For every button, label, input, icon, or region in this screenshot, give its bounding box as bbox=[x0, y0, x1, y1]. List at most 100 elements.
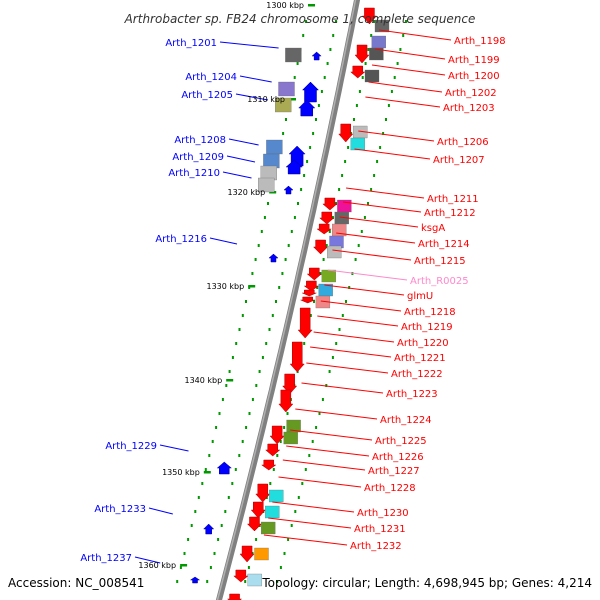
reverse-gene-label: Arth_1216 bbox=[155, 234, 207, 245]
leader-line bbox=[324, 284, 405, 296]
track-dot bbox=[293, 216, 296, 219]
track-dot bbox=[361, 76, 364, 79]
track-dot bbox=[187, 538, 190, 541]
track-dot bbox=[316, 286, 319, 289]
track-dot bbox=[206, 580, 209, 583]
track-dot bbox=[315, 118, 317, 121]
track-dot bbox=[331, 216, 334, 219]
leader-line bbox=[226, 155, 256, 163]
track-dot bbox=[269, 482, 272, 485]
leader-line bbox=[278, 476, 362, 488]
track-dot bbox=[345, 300, 347, 303]
track-dot bbox=[309, 146, 312, 149]
forward-gene-label: Arth_1220 bbox=[397, 338, 449, 349]
track-dot bbox=[344, 160, 347, 163]
leader-line bbox=[379, 29, 452, 41]
track-dot bbox=[373, 174, 376, 177]
track-dot bbox=[320, 90, 323, 93]
forward-gene-arrow bbox=[350, 65, 366, 79]
gene-function-block bbox=[369, 47, 384, 61]
track-dot bbox=[328, 230, 331, 233]
leader-line bbox=[310, 346, 392, 358]
forward-gene-arrow bbox=[312, 239, 329, 255]
track-dot bbox=[296, 62, 299, 65]
track-dot bbox=[364, 62, 367, 65]
forward-gene-label: Arth_1232 bbox=[350, 541, 402, 552]
reverse-gene-arrow bbox=[203, 523, 215, 535]
track-dot bbox=[287, 244, 290, 247]
track-dot bbox=[268, 328, 271, 331]
forward-gene-label: Arth_1215 bbox=[414, 256, 466, 267]
forward-gene-arrow bbox=[250, 501, 266, 519]
track-dot bbox=[251, 398, 254, 401]
track-dot bbox=[245, 426, 248, 429]
track-dot bbox=[290, 524, 293, 527]
gene-function-block bbox=[371, 35, 386, 49]
track-dot bbox=[263, 216, 266, 219]
track-dot bbox=[341, 314, 344, 317]
track-dot bbox=[297, 496, 300, 499]
track-dot bbox=[234, 468, 237, 471]
reverse-gene-label: Arth_1208 bbox=[174, 135, 226, 146]
forward-gene-label: Arth_1225 bbox=[375, 436, 427, 447]
gene-function-block bbox=[247, 573, 262, 587]
gene-function-block bbox=[283, 431, 298, 445]
track-dot bbox=[238, 454, 241, 457]
forward-gene-label: Arth_1206 bbox=[437, 137, 489, 148]
forward-gene-label: Arth_1230 bbox=[357, 508, 409, 519]
track-dot bbox=[348, 286, 351, 289]
track-dot bbox=[350, 132, 353, 135]
track-dot bbox=[224, 510, 227, 513]
track-dot bbox=[285, 118, 287, 121]
forward-gene-arrow bbox=[282, 373, 298, 395]
track-dot bbox=[221, 398, 224, 401]
forward-gene-arrow bbox=[319, 211, 335, 225]
reverse-gene-arrow bbox=[311, 51, 322, 61]
forward-gene-label: ksgA bbox=[421, 223, 445, 234]
track-dot bbox=[211, 440, 214, 443]
leader-line bbox=[327, 269, 408, 281]
track-dot bbox=[338, 328, 341, 331]
track-dot bbox=[238, 328, 241, 331]
leader-line bbox=[365, 96, 441, 108]
reverse-gene-label: Arth_1210 bbox=[168, 168, 220, 179]
track-dot bbox=[272, 468, 275, 471]
tick-mark bbox=[226, 379, 234, 382]
leader-line bbox=[371, 64, 446, 76]
track-dot bbox=[217, 538, 220, 541]
reverse-gene-label: Arth_1209 bbox=[172, 152, 224, 163]
track-dot bbox=[326, 62, 329, 65]
gene-function-block bbox=[258, 177, 275, 193]
track-dot bbox=[271, 314, 274, 317]
track-dot bbox=[358, 90, 361, 93]
forward-gene-arrow bbox=[265, 443, 281, 457]
track-dot bbox=[325, 384, 328, 387]
leader-line bbox=[368, 81, 443, 93]
leader-line bbox=[317, 315, 399, 327]
track-dot bbox=[300, 188, 303, 191]
track-dot bbox=[304, 468, 307, 471]
track-dot bbox=[338, 188, 341, 191]
reverse-gene-arrow bbox=[285, 159, 303, 175]
track-dot bbox=[357, 244, 360, 247]
track-dot bbox=[321, 398, 324, 401]
track-dot bbox=[293, 76, 296, 79]
track-dot bbox=[282, 132, 285, 135]
track-dot bbox=[275, 300, 277, 303]
track-dot bbox=[245, 300, 247, 303]
track-dot bbox=[176, 580, 179, 583]
reverse-gene-label: Arth_1201 bbox=[165, 38, 217, 49]
track-dot bbox=[281, 272, 284, 275]
reverse-gene-label: Arth_1204 bbox=[185, 72, 237, 83]
forward-gene-arrow bbox=[269, 425, 285, 445]
track-dot bbox=[390, 90, 393, 93]
topology-text: Topology: circular; Length: 4,698,945 bp… bbox=[261, 576, 592, 590]
gene-function-block bbox=[266, 139, 283, 155]
track-dot bbox=[402, 34, 405, 37]
track-dot bbox=[323, 76, 326, 79]
track-dot bbox=[373, 20, 375, 23]
track-dot bbox=[399, 48, 402, 51]
tick-label: 1300 kbp bbox=[266, 1, 304, 10]
track-dot bbox=[283, 552, 286, 555]
